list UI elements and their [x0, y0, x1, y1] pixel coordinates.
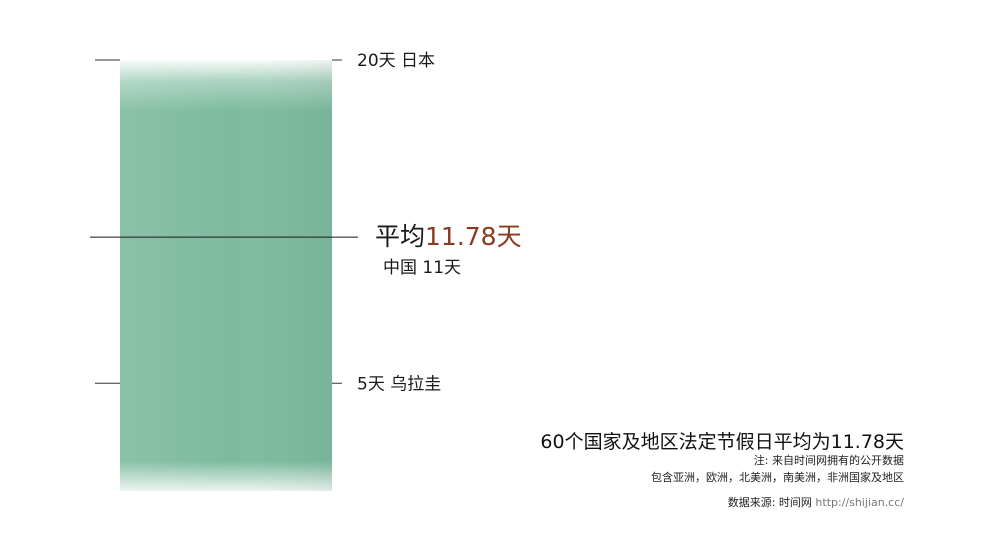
mark-country: 中国: [383, 258, 417, 278]
source-label: 数据来源: 时间网: [728, 496, 812, 509]
mark-value: 11天: [417, 258, 461, 278]
mark-value: 20天: [357, 51, 396, 71]
mark-label: 中国 11天: [383, 258, 461, 278]
mark-country: 乌拉圭: [385, 374, 441, 394]
average-value: 11.78天: [425, 222, 522, 251]
mark-country: 日本: [396, 51, 435, 71]
caption-title: 60个国家及地区法定节假日平均为11.78天: [540, 427, 904, 454]
bar-shade-overlay: [120, 60, 332, 491]
mark-value: 5天: [357, 374, 385, 394]
average-prefix: 平均: [375, 222, 425, 251]
average-label: 平均11.78天: [375, 222, 522, 251]
caption-source: 数据来源: 时间网 http://shijian.cc/: [728, 494, 904, 510]
mark-label: 20天 日本: [357, 51, 435, 71]
caption-regions: 包含亚洲，欧洲，北美洲，南美洲，非洲国家及地区: [651, 469, 904, 485]
caption-note: 注: 来自时间网拥有的公开数据: [754, 452, 904, 468]
source-url: http://shijian.cc/: [815, 496, 904, 509]
mark-label: 5天 乌拉圭: [357, 374, 441, 394]
